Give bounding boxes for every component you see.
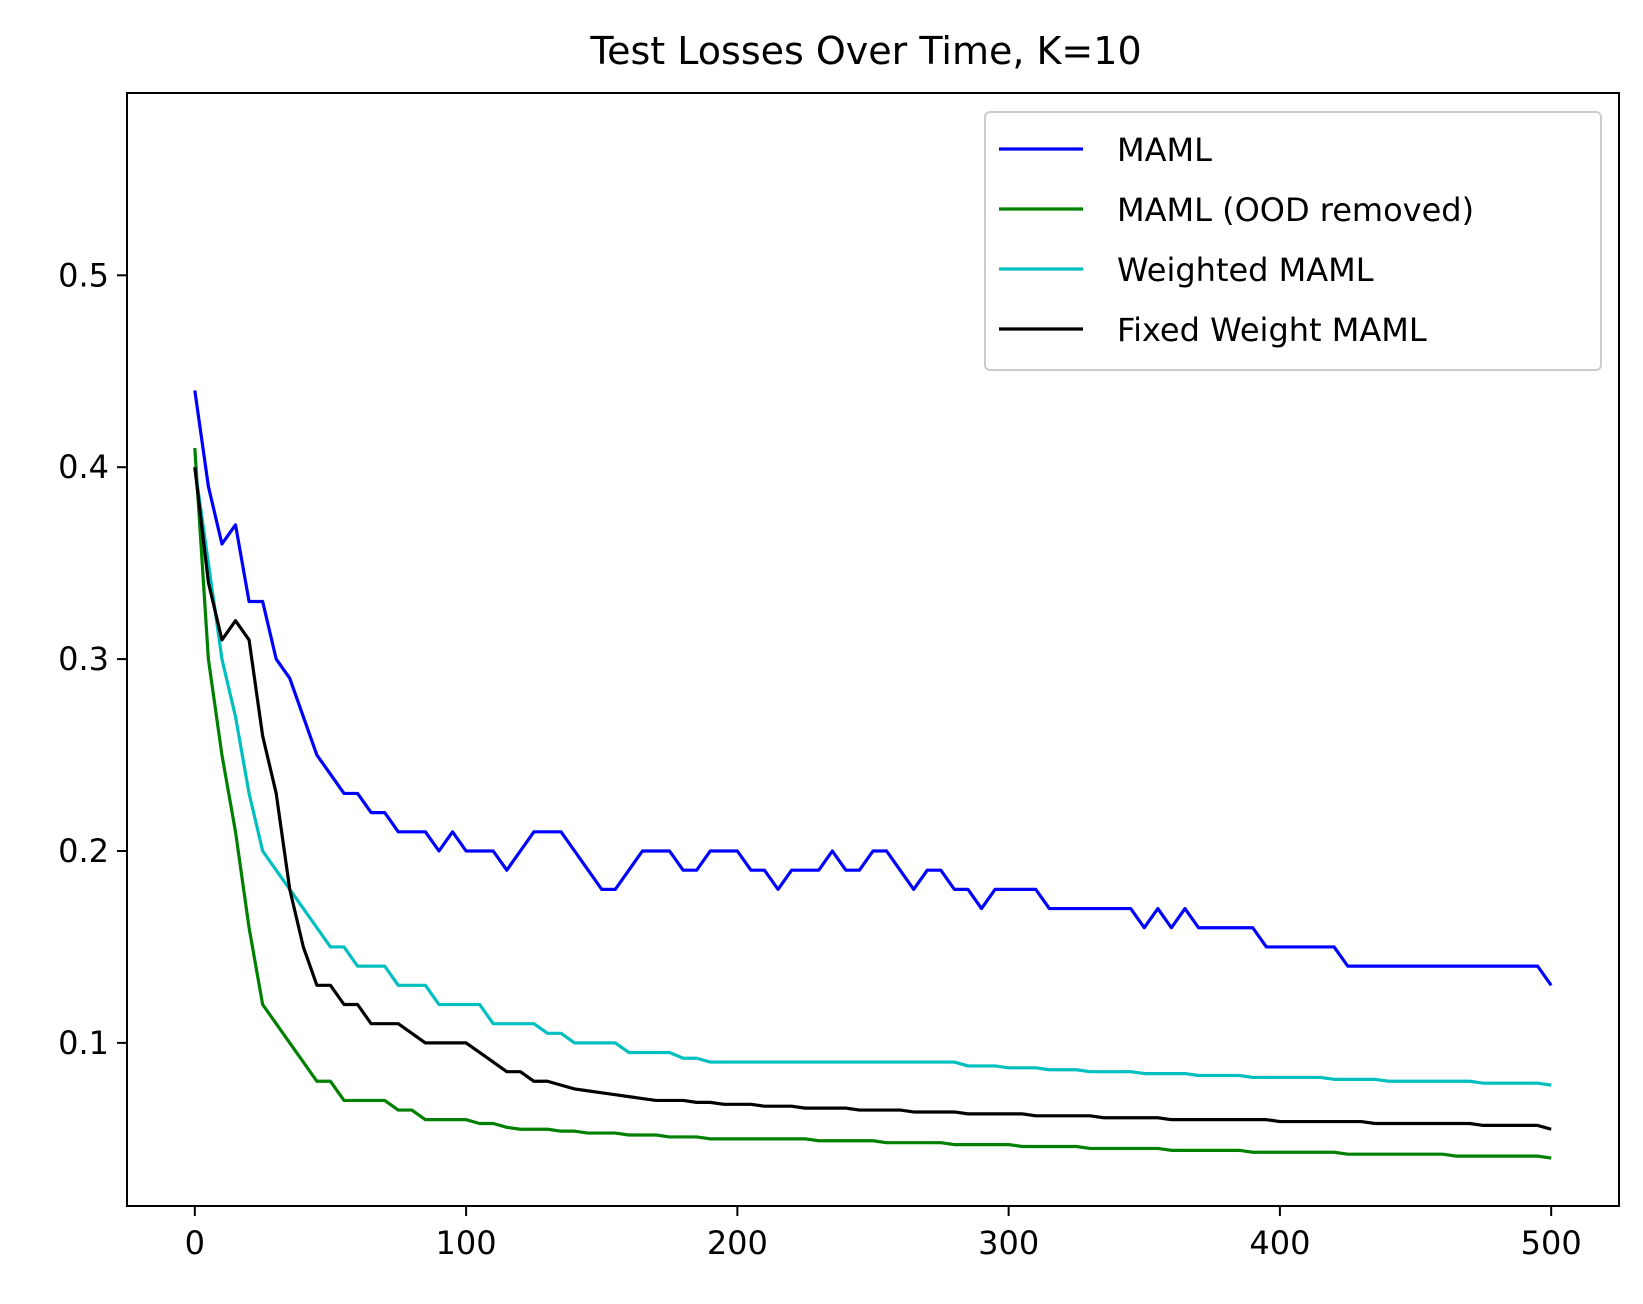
y-tick-label: 0.5 bbox=[58, 256, 109, 294]
x-tick-label: 100 bbox=[436, 1224, 497, 1262]
x-tick-label: 300 bbox=[978, 1224, 1039, 1262]
y-tick-label: 0.3 bbox=[58, 640, 109, 678]
legend-label: Weighted MAML bbox=[1117, 251, 1374, 289]
legend-label: Fixed Weight MAML bbox=[1117, 311, 1427, 349]
y-axis: 0.1 0.2 0.3 0.4 0.5 bbox=[58, 256, 127, 1062]
legend-label: MAML (OOD removed) bbox=[1117, 191, 1474, 229]
plot-frame bbox=[126, 92, 1620, 1207]
y-tick-label: 0.2 bbox=[58, 832, 109, 870]
x-tick-label: 400 bbox=[1249, 1224, 1310, 1262]
legend: MAML MAML (OOD removed) Weighted MAML Fixed… bbox=[984, 111, 1602, 371]
y-tick-label: 0.4 bbox=[58, 448, 109, 486]
legend-label: MAML bbox=[1117, 131, 1212, 169]
x-axis: 0 100 200 300 400 500 bbox=[185, 1206, 1582, 1262]
x-tick-label: 200 bbox=[707, 1224, 768, 1262]
series-line-3 bbox=[193, 467, 1552, 1131]
legend-box bbox=[984, 111, 1602, 371]
series-layer bbox=[193, 390, 1553, 1160]
series-line-2 bbox=[193, 466, 1552, 1087]
series-line-1 bbox=[193, 447, 1552, 1160]
x-tick-label: 500 bbox=[1521, 1224, 1582, 1262]
series-line-0 bbox=[193, 390, 1553, 987]
chart-title: Test Losses Over Time, K=10 bbox=[589, 29, 1141, 73]
y-tick-label: 0.1 bbox=[58, 1024, 109, 1062]
x-tick-label: 0 bbox=[185, 1224, 205, 1262]
